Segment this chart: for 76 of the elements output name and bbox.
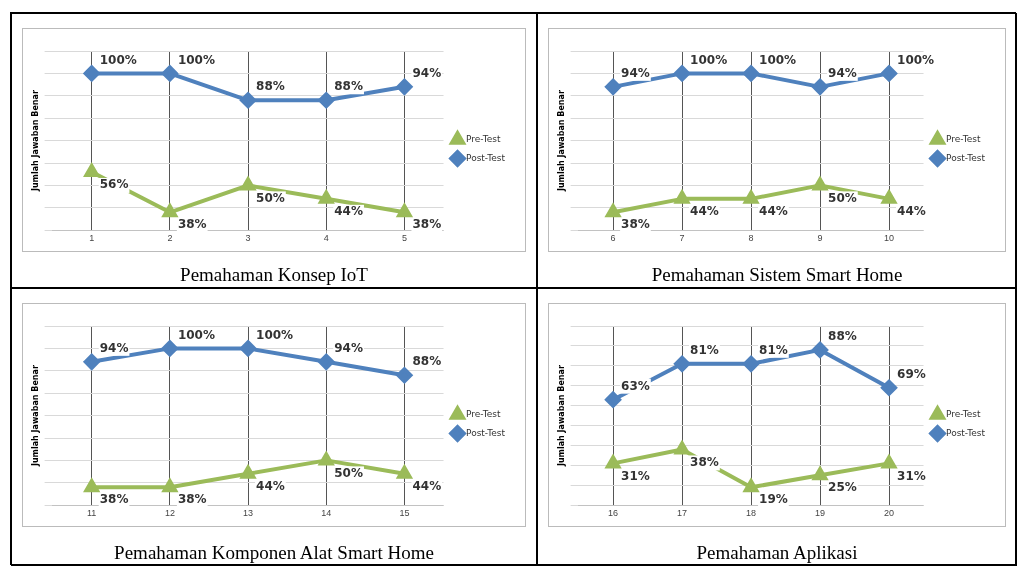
data-label: 100% <box>177 327 215 342</box>
x-tick-label: 8 <box>748 233 754 244</box>
data-label: 63% <box>621 378 650 393</box>
data-label: 25% <box>828 480 857 495</box>
data-label: 88% <box>412 354 442 369</box>
text: Pemahaman Komponen Alat Smart Home <box>113 542 435 564</box>
data-label: 94% <box>334 340 363 355</box>
x-tick-label: 3 <box>245 233 251 244</box>
data-label: 88% <box>828 329 857 344</box>
x-tick-label: 11 <box>87 508 97 519</box>
legend-label: Pre-Test <box>946 408 981 419</box>
x-tick-label: 4 <box>323 233 329 244</box>
data-label: 88% <box>334 79 363 94</box>
data-label: 94% <box>621 65 650 80</box>
data-label: 38% <box>99 492 129 507</box>
x-tick-label: 2 <box>167 233 173 244</box>
data-label: 100% <box>99 52 137 67</box>
x-tick-label: 15 <box>399 508 410 519</box>
data-label: 38% <box>621 217 650 232</box>
data-label: 100% <box>897 52 935 67</box>
x-tick-label: 13 <box>243 508 254 519</box>
data-label: 44% <box>412 478 442 493</box>
legend-label: Post-Test <box>466 427 506 438</box>
text: Pemahaman Sistem Smart Home <box>650 264 904 286</box>
data-label: 31% <box>897 468 926 483</box>
data-label: 81% <box>690 342 719 357</box>
data-label: 81% <box>759 342 788 357</box>
x-tick-label: 5 <box>401 233 407 244</box>
data-label: 38% <box>177 492 207 507</box>
text: Pemahaman Aplikasi <box>695 542 859 564</box>
y-axis-title: Jumlah Jawaban Benar <box>30 90 40 193</box>
data-label: 38% <box>177 217 207 232</box>
data-label: 38% <box>412 217 442 232</box>
x-tick-label: 16 <box>608 508 619 519</box>
data-label: 100% <box>690 52 728 67</box>
x-tick-label: 14 <box>321 508 332 519</box>
legend-label: Pre-Test <box>466 133 501 144</box>
data-label: 31% <box>621 468 650 483</box>
legend-label: Post-Test <box>946 427 986 438</box>
data-label: 44% <box>334 203 363 218</box>
legend-label: Post-Test <box>466 152 506 163</box>
data-label: 44% <box>256 478 285 493</box>
data-label: 50% <box>256 190 285 205</box>
data-label: 50% <box>334 465 363 480</box>
x-tick-label: 20 <box>884 508 895 519</box>
x-tick-label: 10 <box>884 233 895 244</box>
y-axis-title: Jumlah Jawaban Benar <box>556 90 566 193</box>
data-label: 19% <box>759 492 788 507</box>
x-tick-label: 12 <box>164 508 175 519</box>
data-label: 100% <box>177 52 215 67</box>
data-label: 44% <box>690 203 719 218</box>
data-label: 94% <box>99 340 129 355</box>
data-label: 69% <box>897 366 926 381</box>
data-label: 44% <box>759 203 788 218</box>
data-label: 50% <box>828 190 857 205</box>
data-label: 44% <box>897 203 926 218</box>
data-label: 88% <box>256 79 285 94</box>
x-tick-label: 19 <box>815 508 826 519</box>
legend-label: Pre-Test <box>946 133 981 144</box>
text: Pemahaman Konsep IoT <box>179 264 369 286</box>
data-label: 56% <box>99 177 129 192</box>
x-tick-label: 6 <box>610 233 616 244</box>
x-tick-label: 9 <box>817 233 823 244</box>
data-label: 94% <box>828 65 857 80</box>
data-label: 100% <box>759 52 797 67</box>
y-axis-title: Jumlah Jawaban Benar <box>30 365 40 468</box>
x-tick-label: 18 <box>746 508 757 519</box>
x-tick-label: 1 <box>89 233 95 244</box>
legend-label: Pre-Test <box>466 408 501 419</box>
data-label: 94% <box>412 65 442 80</box>
x-tick-label: 17 <box>677 508 688 519</box>
x-tick-label: 7 <box>679 233 685 244</box>
data-label: 100% <box>256 327 294 342</box>
data-label: 38% <box>690 454 719 469</box>
legend-label: Post-Test <box>946 152 986 163</box>
y-axis-title: Jumlah Jawaban Benar <box>556 365 566 468</box>
